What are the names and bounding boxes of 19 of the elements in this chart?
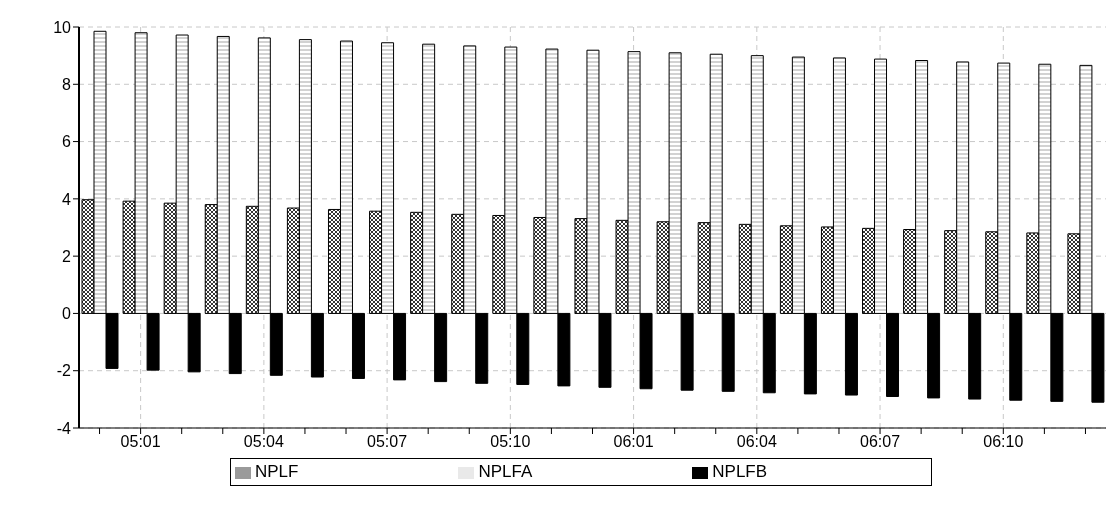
x-tick-label: 05:07 xyxy=(367,433,408,451)
x-tick-label: 06:10 xyxy=(983,433,1024,451)
x-tick-label: 06:01 xyxy=(613,433,654,451)
y-tick-label: 10 xyxy=(53,18,72,36)
y-tick-label: 2 xyxy=(62,247,72,265)
y-tick-label: 4 xyxy=(62,190,72,208)
y-tick-label: -2 xyxy=(56,362,72,380)
legend-label: NPLF xyxy=(254,462,299,481)
legend-label: NPLFA xyxy=(478,462,533,481)
y-tick-label: 6 xyxy=(62,133,72,151)
x-tick-label: 06:07 xyxy=(860,433,901,451)
legend-label: NPLFB xyxy=(712,462,768,481)
x-tick-label: 05:01 xyxy=(120,433,161,451)
y-tick-label: -4 xyxy=(56,419,72,437)
x-tick-label: 06:04 xyxy=(736,433,777,451)
x-tick-label: 05:04 xyxy=(243,433,284,451)
y-tick-label: 0 xyxy=(62,305,72,323)
x-tick-label: 05:10 xyxy=(490,433,531,451)
y-tick-label: 8 xyxy=(62,75,72,93)
